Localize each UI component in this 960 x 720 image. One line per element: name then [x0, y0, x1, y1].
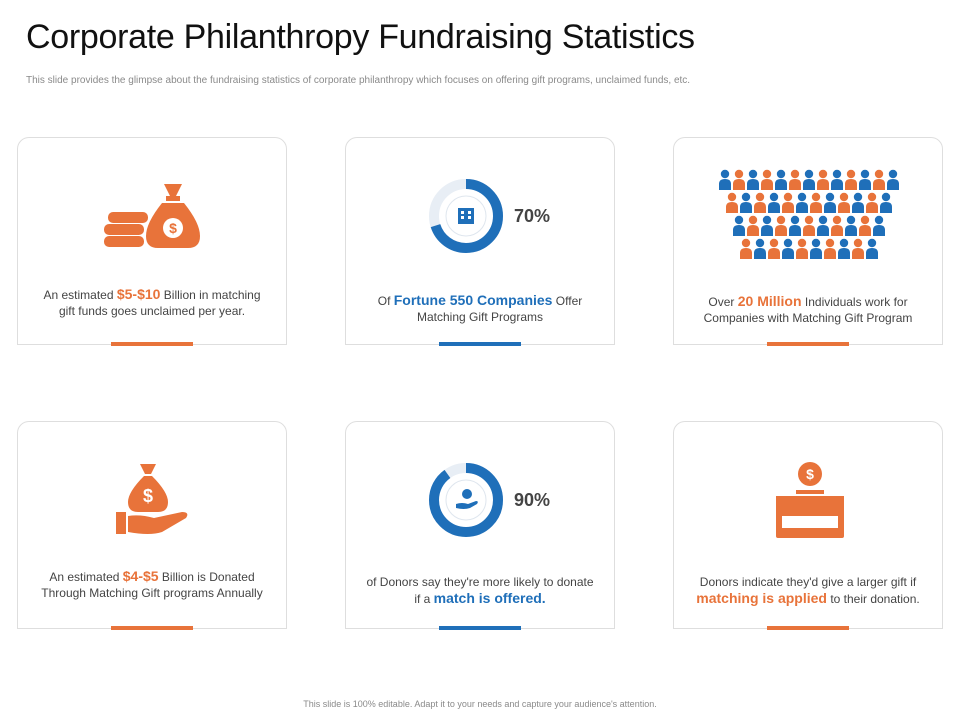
person-icon — [789, 169, 801, 190]
person-icon — [880, 192, 892, 213]
footer-note: This slide is 100% editable. Adapt it to… — [303, 699, 657, 709]
person-icon — [775, 169, 787, 190]
person-icon — [887, 169, 899, 190]
person-icon — [824, 238, 836, 259]
person-icon — [775, 215, 787, 236]
stat-card-unclaimed-funds: $ An estimated $5-$10 Billion in matchin… — [17, 137, 287, 346]
donation-box-icon: $ — [776, 462, 844, 538]
person-icon — [796, 192, 808, 213]
person-icon — [852, 238, 864, 259]
accent-bar — [439, 342, 521, 346]
hand-coin-icon — [456, 489, 478, 509]
page-subtitle: This slide provides the glimpse about th… — [26, 75, 691, 86]
person-icon — [838, 192, 850, 213]
money-bag-hand-icon: $ — [116, 464, 188, 534]
person-icon — [789, 215, 801, 236]
person-icon — [852, 192, 864, 213]
accent-bar — [111, 626, 193, 630]
person-icon — [866, 238, 878, 259]
person-icon — [796, 238, 808, 259]
donut-progress-90 — [429, 463, 503, 537]
people-grid-icon — [719, 169, 899, 259]
svg-text:$: $ — [169, 220, 177, 236]
person-icon — [803, 169, 815, 190]
person-icon — [747, 215, 759, 236]
stat-text: Of Fortune 550 Companies Offer Matching … — [377, 292, 583, 324]
person-icon — [866, 192, 878, 213]
stat-text: of Donors say they're more likely to don… — [366, 575, 594, 606]
person-icon — [838, 238, 850, 259]
person-icon — [831, 215, 843, 236]
stat-text: Over 20 Million Individuals work for Com… — [703, 293, 913, 325]
person-icon — [733, 215, 745, 236]
accent-bar — [439, 626, 521, 630]
donut-progress-70 — [429, 179, 503, 253]
stat-text: Donors indicate they'd give a larger gif… — [696, 575, 920, 606]
person-icon — [873, 169, 885, 190]
person-icon — [803, 215, 815, 236]
accent-bar — [111, 342, 193, 346]
person-icon — [747, 169, 759, 190]
person-icon — [817, 215, 829, 236]
person-icon — [754, 238, 766, 259]
person-icon — [761, 169, 773, 190]
person-icon — [873, 215, 885, 236]
stat-text: An estimated $4-$5 Billion is Donated Th… — [41, 568, 263, 600]
person-icon — [733, 169, 745, 190]
person-icon — [845, 169, 857, 190]
person-icon — [859, 169, 871, 190]
percent-label: 70% — [514, 206, 551, 226]
person-icon — [824, 192, 836, 213]
person-icon — [768, 192, 780, 213]
page-title: Corporate Philanthropy Fundraising Stati… — [26, 18, 695, 56]
stat-card-fortune-companies: 70% Of Fortune 550 Companies Offer Match… — [345, 137, 615, 346]
building-icon — [458, 208, 474, 224]
svg-text:$: $ — [143, 486, 153, 506]
person-icon — [817, 169, 829, 190]
person-icon — [782, 192, 794, 213]
person-icon — [831, 169, 843, 190]
stat-card-individuals: Over 20 Million Individuals work for Com… — [673, 137, 943, 346]
person-icon — [810, 192, 822, 213]
stat-card-annual-donations: $ An estimated $4-$5 Billion is Donated … — [17, 421, 287, 630]
money-bag-coins-icon: $ — [104, 184, 200, 248]
person-icon — [740, 192, 752, 213]
person-icon — [754, 192, 766, 213]
person-icon — [845, 215, 857, 236]
person-icon — [726, 192, 738, 213]
person-icon — [768, 238, 780, 259]
person-icon — [740, 238, 752, 259]
stat-text: An estimated $5-$10 Billion in matching … — [43, 286, 261, 318]
accent-bar — [767, 342, 849, 346]
person-icon — [859, 215, 871, 236]
percent-label: 90% — [514, 490, 551, 510]
person-icon — [810, 238, 822, 259]
person-icon — [761, 215, 773, 236]
accent-bar — [767, 626, 849, 630]
person-icon — [719, 169, 731, 190]
stat-card-donors-match: 90% of Donors say they're more likely to… — [345, 421, 615, 630]
svg-text:$: $ — [806, 466, 814, 482]
person-icon — [782, 238, 794, 259]
stat-card-larger-gift: $ Donors indicate they'd give a larger g… — [673, 421, 943, 630]
